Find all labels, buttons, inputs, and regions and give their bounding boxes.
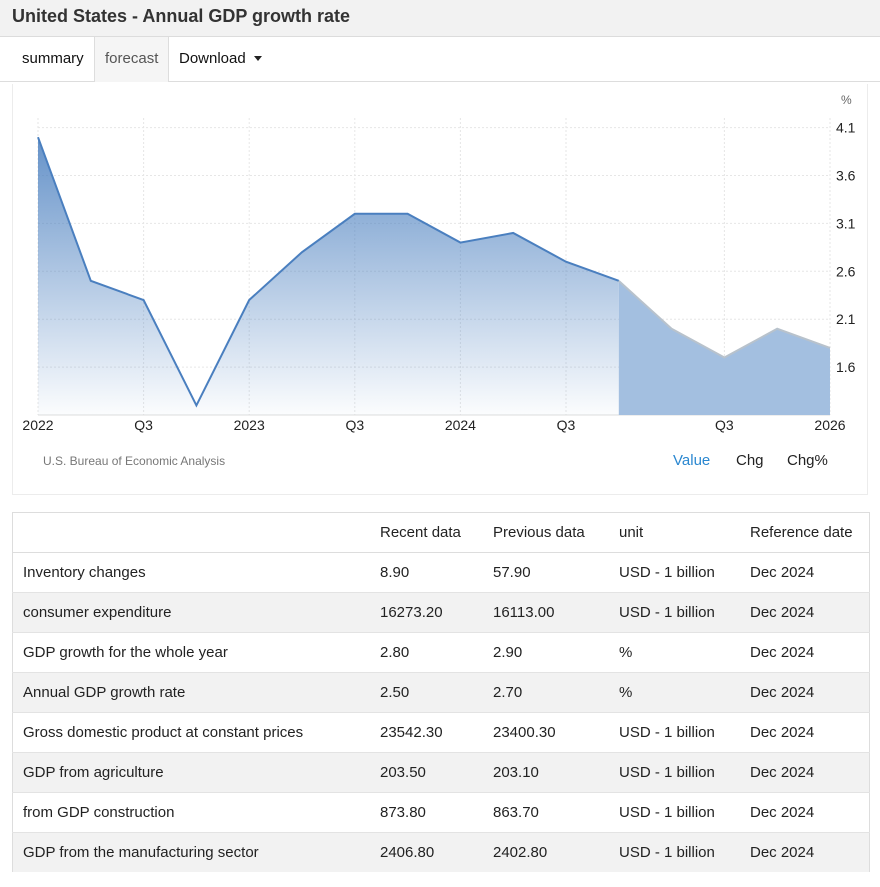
y-tick-label: 3.6 bbox=[836, 167, 856, 183]
unit: USD - 1 billion bbox=[609, 592, 740, 633]
previous-value: 2.70 bbox=[483, 672, 609, 713]
recent-value: 873.80 bbox=[370, 792, 483, 833]
table-row[interactable]: Annual GDP growth rate 2.50 2.70% Dec 2024 bbox=[12, 672, 870, 713]
previous-value: 16113.00 bbox=[483, 592, 609, 633]
mode-chg-percent-button[interactable]: Chg% bbox=[787, 452, 828, 469]
x-tick-label: Q3 bbox=[345, 417, 364, 433]
column-header-name bbox=[12, 512, 370, 553]
indicator-name[interactable]: from GDP construction bbox=[12, 792, 370, 833]
download-label: Download bbox=[179, 50, 246, 67]
tab-bar: summary forecast Download bbox=[0, 37, 880, 82]
unit: USD - 1 billion bbox=[609, 832, 740, 872]
reference-date: Dec 2024 bbox=[740, 632, 870, 673]
y-tick-label: 4.1 bbox=[836, 120, 856, 136]
previous-value: 2402.80 bbox=[483, 832, 609, 872]
column-header-unit: unit bbox=[609, 512, 740, 553]
caret-down-icon bbox=[253, 55, 262, 61]
actual-area bbox=[38, 137, 619, 415]
y-unit-label: % bbox=[841, 93, 852, 107]
column-header-recent: Recent data bbox=[370, 512, 483, 553]
gdp-chart: 4.1 3.6 3.1 2.6 2.1 1.6% 2022 Q3 2023 Q3 2024 Q3 Q3 2… bbox=[22, 93, 856, 433]
table-row[interactable]: GDP growth for the whole year 2.80 2.90% De… bbox=[12, 632, 870, 673]
previous-value: 203.10 bbox=[483, 752, 609, 793]
tab-summary[interactable]: summary bbox=[12, 37, 94, 82]
table-row[interactable]: GDP from agriculture 203.50 203.10 USD - 1 … bbox=[12, 752, 870, 793]
indicator-name[interactable]: GDP from the manufacturing sector bbox=[12, 832, 370, 872]
reference-date: Dec 2024 bbox=[740, 792, 870, 833]
indicator-name[interactable]: GDP growth for the whole year bbox=[12, 632, 370, 673]
table-row[interactable]: GDP from the manufacturing sector 2406.80… bbox=[12, 832, 870, 872]
recent-value: 23542.30 bbox=[370, 712, 483, 753]
previous-value: 23400.30 bbox=[483, 712, 609, 753]
column-header-previous: Previous data bbox=[483, 512, 609, 553]
table-row[interactable]: from GDP construction 873.80 863.70 USD - 1… bbox=[12, 792, 870, 833]
mode-chg-button[interactable]: Chg bbox=[736, 452, 764, 469]
mode-value-button[interactable]: Value bbox=[673, 452, 711, 469]
indicator-name[interactable]: Gross domestic product at constant price… bbox=[12, 712, 370, 753]
unit: USD - 1 billion bbox=[609, 712, 740, 753]
forecast-series-line bbox=[618, 280, 831, 359]
title-bar: United States - Annual GDP growth rate bbox=[0, 0, 880, 37]
reference-date: Dec 2024 bbox=[740, 672, 870, 713]
indicator-name[interactable]: consumer expenditure bbox=[12, 592, 370, 633]
related-indicators-table: Recent data Previous data unit Reference… bbox=[12, 512, 870, 872]
unit: % bbox=[609, 672, 740, 713]
tab-forecast-label: forecast bbox=[105, 50, 159, 67]
x-tick-label: Q3 bbox=[134, 417, 153, 433]
x-tick-label: 2026 bbox=[814, 417, 845, 433]
chart-source: U.S. Bureau of Economic Analysis bbox=[43, 454, 226, 468]
tab-summary-label: summary bbox=[22, 50, 84, 67]
table-header-row: Recent data Previous data unit Reference… bbox=[12, 512, 870, 553]
x-tick-label: 2024 bbox=[445, 417, 476, 433]
table-row[interactable]: Inventory changes 8.90 57.90 USD - 1 billio… bbox=[12, 552, 870, 593]
previous-value: 2.90 bbox=[483, 632, 609, 673]
y-tick-label: 2.1 bbox=[836, 311, 856, 327]
reference-date: Dec 2024 bbox=[740, 552, 870, 593]
page-title: United States - Annual GDP growth rate bbox=[12, 6, 351, 26]
x-tick-label: Q3 bbox=[715, 417, 734, 433]
reference-date: Dec 2024 bbox=[740, 712, 870, 753]
x-tick-label: Q3 bbox=[557, 417, 576, 433]
reference-date: Dec 2024 bbox=[740, 832, 870, 872]
x-tick-label: 2023 bbox=[234, 417, 265, 433]
y-tick-label: 2.6 bbox=[836, 263, 856, 279]
recent-value: 2.50 bbox=[370, 672, 483, 713]
forecast-area bbox=[618, 280, 830, 415]
download-dropdown[interactable]: Download bbox=[169, 37, 272, 82]
recent-value: 2.80 bbox=[370, 632, 483, 673]
indicator-name[interactable]: Inventory changes bbox=[12, 552, 370, 593]
previous-value: 57.90 bbox=[483, 552, 609, 593]
chart-panel bbox=[12, 84, 868, 495]
table-row[interactable]: Gross domestic product at constant price… bbox=[12, 712, 870, 753]
indicator-name[interactable]: GDP from agriculture bbox=[12, 752, 370, 793]
column-header-reference-date: Reference date bbox=[740, 512, 870, 553]
previous-value: 863.70 bbox=[483, 792, 609, 833]
reference-date: Dec 2024 bbox=[740, 752, 870, 793]
reference-date: Dec 2024 bbox=[740, 592, 870, 633]
unit: USD - 1 billion bbox=[609, 552, 740, 593]
unit: % bbox=[609, 632, 740, 673]
unit: USD - 1 billion bbox=[609, 792, 740, 833]
x-tick-label: 2022 bbox=[22, 417, 53, 433]
unit: USD - 1 billion bbox=[609, 752, 740, 793]
recent-value: 2406.80 bbox=[370, 832, 483, 872]
indicator-name[interactable]: Annual GDP growth rate bbox=[12, 672, 370, 713]
table-row[interactable]: consumer expenditure 16273.20 16113.00 USD … bbox=[12, 592, 870, 633]
tab-forecast[interactable]: forecast bbox=[94, 37, 170, 82]
actual-series-line bbox=[37, 136, 620, 408]
recent-value: 8.90 bbox=[370, 552, 483, 593]
y-tick-label: 1.6 bbox=[836, 359, 856, 375]
recent-value: 16273.20 bbox=[370, 592, 483, 633]
recent-value: 203.50 bbox=[370, 752, 483, 793]
y-tick-label: 3.1 bbox=[836, 215, 856, 231]
